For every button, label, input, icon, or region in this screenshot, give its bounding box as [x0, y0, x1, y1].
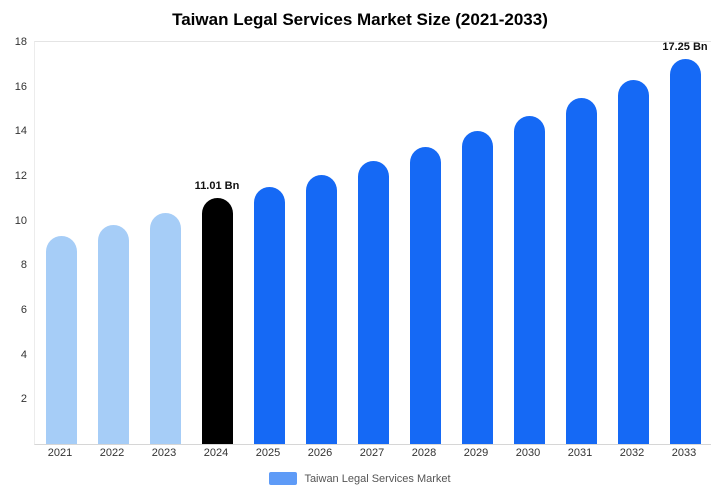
x-tick-2024: 2024	[203, 447, 229, 459]
plot-area: 2 4 6 8 10 12 14 16 18 11.01 Bn 17.25 Bn	[15, 36, 711, 445]
y-tick-2: 2	[20, 393, 27, 406]
y-tick-8: 8	[20, 259, 27, 272]
bar-2033[interactable]	[669, 58, 701, 444]
x-tick-2031: 2031	[567, 447, 593, 459]
legend-swatch-icon	[269, 472, 298, 485]
x-tick-2028: 2028	[411, 447, 437, 459]
bar-2026[interactable]	[305, 174, 337, 444]
x-labels: 2021 2022 2023 2024 2025 2026 2027 2028 2029 2030…	[34, 447, 710, 459]
bar-2024[interactable]	[201, 198, 233, 444]
value-label-2033: 17.25 Bn	[662, 40, 708, 53]
y-tick-16: 16	[14, 80, 27, 93]
x-tick-2032: 2032	[619, 447, 645, 459]
bar-col-2030	[503, 42, 555, 444]
legend[interactable]: Taiwan Legal Services Market	[0, 472, 720, 485]
x-tick-2033: 2033	[671, 447, 697, 459]
x-tick-2022: 2022	[99, 447, 125, 459]
bar-2032[interactable]	[617, 79, 649, 444]
bar-2022[interactable]	[97, 225, 129, 444]
legend-label: Taiwan Legal Services Market	[304, 472, 451, 485]
y-axis: 2 4 6 8 10 12 14 16 18	[15, 36, 711, 444]
y-tick-6: 6	[20, 303, 27, 316]
bar-2027[interactable]	[357, 161, 389, 444]
bar-col-2024: 11.01 Bn	[191, 42, 243, 444]
x-tick-2027: 2027	[359, 447, 385, 459]
bar-col-2031	[555, 42, 607, 444]
bar-2023[interactable]	[149, 212, 181, 444]
x-tick-2029: 2029	[463, 447, 489, 459]
y-tick-10: 10	[14, 214, 27, 227]
y-tick-12: 12	[14, 169, 27, 182]
bar-2029[interactable]	[461, 131, 493, 444]
x-tick-2023: 2023	[151, 447, 177, 459]
bar-col-2027	[347, 42, 399, 444]
y-tick-14: 14	[14, 125, 27, 138]
x-tick-2021: 2021	[47, 447, 73, 459]
y-tick-18: 18	[14, 36, 27, 48]
bars: 11.01 Bn 17.25 Bn	[35, 40, 711, 444]
x-tick-2025: 2025	[255, 447, 281, 459]
bar-col-2033: 17.25 Bn	[659, 40, 711, 444]
bar-col-2029	[451, 42, 503, 444]
bar-col-2022	[87, 42, 139, 444]
y-tick-4: 4	[20, 348, 27, 361]
chart-title: Taiwan Legal Services Market Size (2021-…	[172, 10, 548, 29]
bar-2030[interactable]	[513, 115, 545, 444]
bar-col-2023	[139, 42, 191, 444]
value-label-2024: 11.01 Bn	[194, 180, 240, 193]
bar-col-2021	[35, 42, 87, 444]
bar-2028[interactable]	[409, 146, 441, 444]
bar-2025[interactable]	[253, 187, 285, 444]
bar-col-2032	[607, 42, 659, 444]
bar-col-2025	[243, 42, 295, 444]
bar-col-2028	[399, 42, 451, 444]
bar-col-2026	[295, 42, 347, 444]
x-tick-2030: 2030	[515, 447, 541, 459]
bar-2031[interactable]	[565, 97, 597, 444]
bar-2021[interactable]	[45, 236, 77, 444]
x-tick-2026: 2026	[307, 447, 333, 459]
